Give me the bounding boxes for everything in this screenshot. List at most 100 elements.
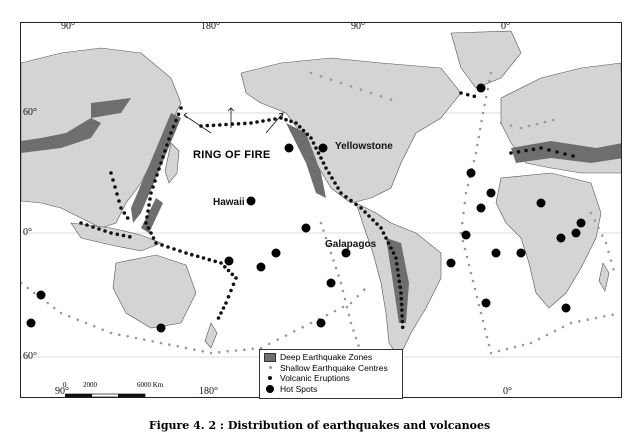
shallow-quake-point [251, 347, 254, 351]
volcano-point [305, 132, 310, 137]
volcano-point [85, 223, 89, 227]
shallow-quake-point [325, 313, 329, 317]
shallow-quake-point [369, 91, 373, 95]
volcano-point [190, 252, 194, 257]
volcano-point [384, 236, 388, 240]
lon-label-top-1: 90° [61, 22, 75, 32]
volcano-point [399, 302, 404, 307]
volcano-point [336, 186, 340, 190]
shallow-quake-point [521, 343, 525, 347]
volcano-point [399, 291, 403, 295]
shallow-quake-point [475, 295, 479, 299]
shallow-quake-point [463, 247, 467, 251]
volcano-point [381, 231, 386, 235]
legend-item-shallow: Shallow Earthquake Centres [264, 363, 398, 374]
volcano-point [205, 123, 210, 128]
hotspot-point [446, 258, 456, 268]
volcano-point [516, 150, 521, 154]
shallow-quake-point [484, 95, 488, 99]
volcano-point [371, 218, 375, 222]
japan-landmass [164, 142, 180, 184]
shallow-quake-point [341, 305, 345, 309]
volcano-point [397, 279, 402, 284]
volcano-point [298, 125, 302, 129]
shallow-quake-point [603, 315, 606, 318]
shallow-quake-point [337, 274, 340, 277]
shallow-quake-point [527, 124, 531, 128]
shallow-quake-point [611, 313, 614, 317]
legend-item-volcanic: Volcanic Eruptions [264, 373, 398, 384]
shallow-quake-point [359, 88, 363, 91]
lat-label-60s: 60° [23, 351, 37, 362]
shallow-quake-point [184, 346, 188, 350]
volcano-point [115, 232, 120, 237]
volcano-point [148, 197, 152, 201]
map-legend: Deep Earthquake Zones Shallow Earthquake… [259, 349, 403, 399]
shallow-quake-point [604, 241, 608, 245]
scale-end-label: 6000 Km [137, 381, 164, 389]
shallow-quake-point [480, 119, 483, 123]
shallow-quake-point [33, 291, 36, 295]
volcano-point [174, 118, 178, 123]
shallow-quake-point [26, 286, 29, 290]
volcano-point [386, 241, 391, 245]
shallow-quake-point [483, 103, 486, 107]
volcano-point [273, 117, 277, 121]
hotspot-point [476, 203, 486, 213]
hotspot-point [481, 298, 491, 308]
hotspot-point [536, 198, 546, 208]
lon-label-top-4: 0° [501, 22, 510, 32]
shallow-quake-point [476, 143, 479, 147]
volcano-point [249, 121, 253, 125]
volcano-point [159, 161, 163, 165]
shallow-quake-point [284, 334, 288, 337]
volcano-point [398, 285, 403, 290]
volcano-point [359, 206, 363, 210]
volcano-point [555, 150, 559, 154]
newzealand-landmass [204, 322, 218, 349]
shallow-quake-point [489, 351, 493, 355]
shallow-quake-point [474, 151, 478, 155]
shallow-quake-point [352, 329, 355, 332]
hotspot-point [556, 233, 566, 243]
shallow-quake-point [389, 98, 393, 101]
volcano-point [153, 179, 157, 183]
shallow-quake-point [347, 313, 351, 317]
volcano-point [146, 209, 150, 213]
volcano-point [354, 202, 358, 207]
volcano-point [224, 122, 228, 127]
shallow-quake-point [488, 79, 491, 83]
volcano-point [379, 226, 383, 230]
shallow-quake-point [329, 78, 333, 81]
shallow-quake-point [46, 301, 49, 305]
hotspot-point [516, 248, 526, 258]
volcano-point [151, 236, 156, 240]
shallow-quake-point [535, 122, 539, 126]
shallow-quake-point [569, 321, 573, 325]
shallow-quake-point [322, 229, 325, 232]
volcano-point [394, 256, 398, 260]
legend-label-volcanic: Volcanic Eruptions [280, 373, 350, 383]
shallow-quake-point [477, 303, 481, 307]
volcano-point [547, 148, 551, 152]
volcano-point [125, 216, 130, 220]
volcano-point [163, 149, 167, 153]
shallow-quake-point [477, 135, 481, 139]
shallow-quake-point [134, 336, 138, 340]
shallow-quake-point [473, 287, 477, 291]
volcano-point [111, 178, 115, 182]
hotspot-point [461, 230, 471, 240]
hotspot-point [256, 262, 266, 272]
volcano-point [363, 210, 367, 214]
shallow-quake-point [529, 341, 533, 345]
volcano-point [279, 116, 283, 120]
shallow-quake-point [469, 271, 473, 275]
shallow-quake-point [319, 75, 323, 78]
volcano-point [465, 92, 470, 97]
volcano-point [147, 203, 151, 207]
shallow-quake-point [594, 316, 598, 320]
shallow-quake-point [243, 348, 246, 352]
volcano-point [213, 259, 217, 264]
volcano-point [236, 122, 241, 126]
volcano-point [97, 227, 101, 231]
